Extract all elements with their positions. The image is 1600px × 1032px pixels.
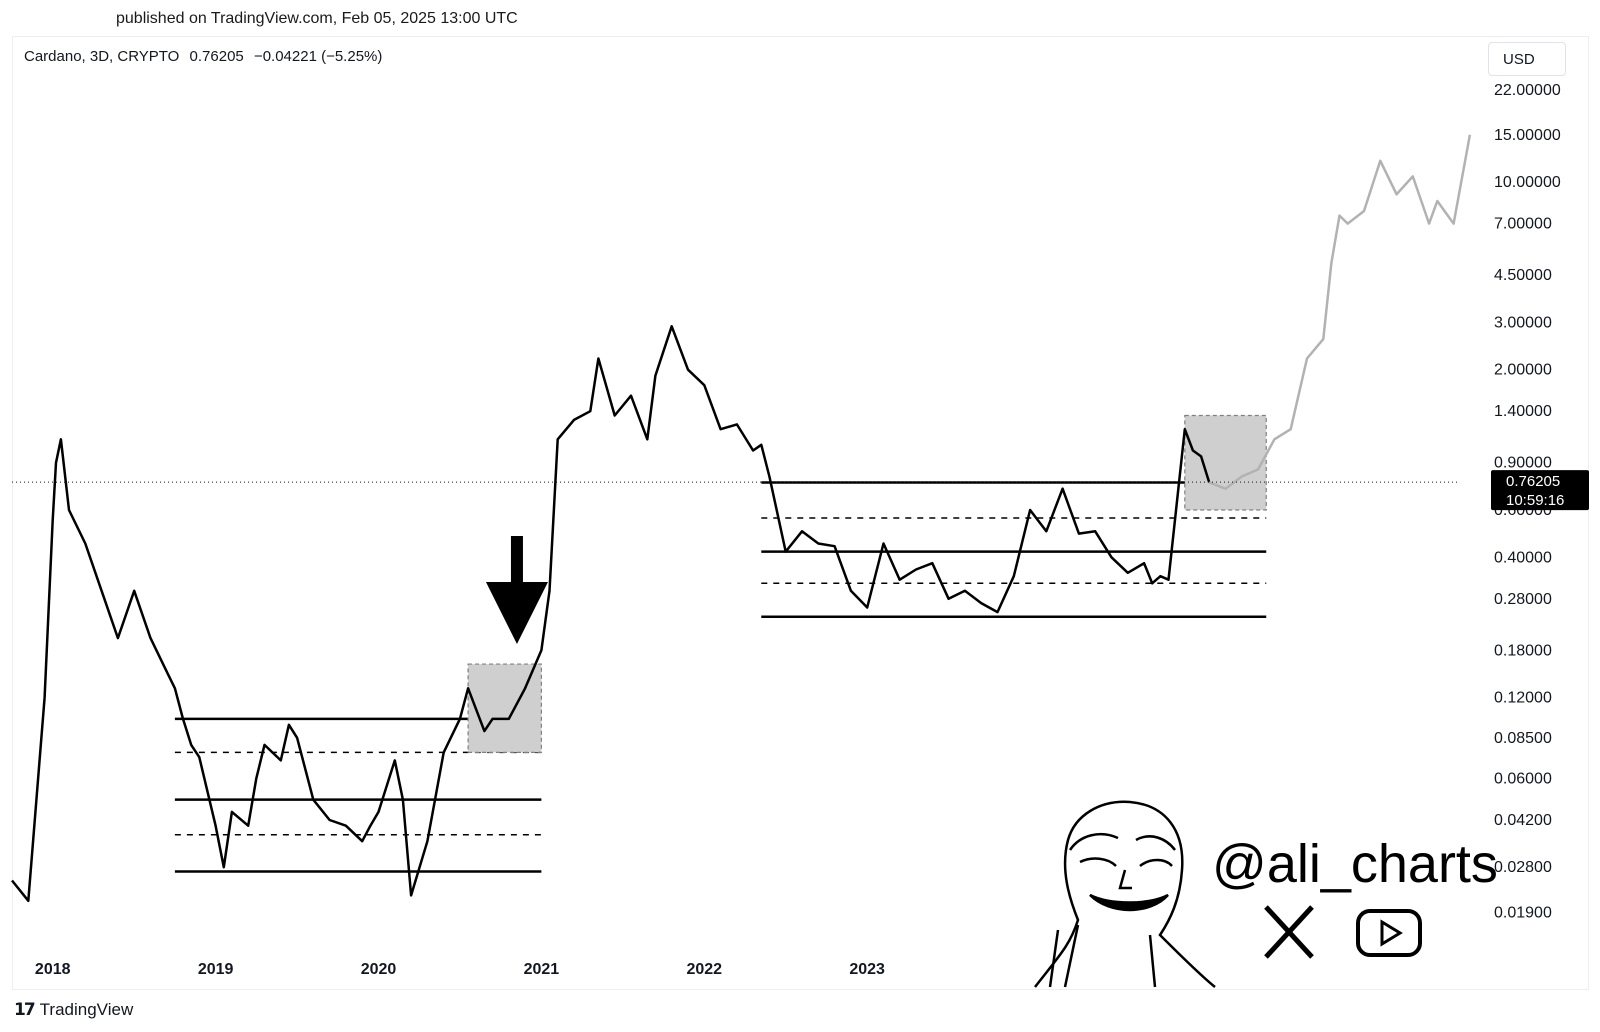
price-series-line (11, 325, 1211, 903)
x-axis[interactable]: 2018 2019 2020 2021 2022 2023 (35, 961, 885, 978)
x-tick-label: 2019 (198, 961, 234, 978)
last-price-value: 0.76205 (1506, 473, 1560, 490)
chart-pane[interactable] (12, 36, 1589, 990)
currency-button[interactable]: USD (1488, 42, 1566, 76)
symbol-name: Cardano, 3D, CRYPTO (24, 48, 180, 65)
y-tick-label: 0.28000 (1494, 591, 1552, 608)
y-tick-label: 0.90000 (1494, 455, 1552, 472)
face-sketch-icon (1034, 800, 1216, 988)
y-tick-label: 22.00000 (1494, 82, 1561, 99)
y-tick-label: 0.01900 (1494, 904, 1552, 921)
tradingview-mark-icon: 17 (14, 1000, 36, 1020)
x-tick-label: 2023 (849, 961, 885, 978)
tradingview-brand: TradingView (39, 1000, 134, 1019)
last-price-tag: 0.76205 10:59:16 (1491, 470, 1589, 511)
x-logo-icon (1264, 905, 1314, 959)
y-tick-label: 0.08500 (1494, 730, 1552, 747)
projection-series-line (1208, 134, 1472, 490)
youtube-play-icon (1356, 909, 1422, 957)
arrow-head (485, 582, 548, 645)
y-tick-label: 0.04200 (1494, 812, 1552, 829)
y-tick-label: 2.00000 (1494, 362, 1552, 379)
highlight-box-1 (1184, 414, 1267, 511)
y-tick-label: 0.18000 (1494, 642, 1552, 659)
symbol-price: 0.76205 (189, 48, 244, 65)
x-tick-label: 2022 (686, 961, 722, 978)
x-tick-label: 2020 (361, 961, 397, 978)
arrow-shaft (510, 536, 523, 585)
symbol-header: Cardano, 3D, CRYPTO 0.76205 −0.04221 (−5… (24, 48, 388, 65)
bar-countdown: 10:59:16 (1506, 492, 1564, 509)
series-lines (11, 134, 1472, 903)
y-tick-label: 3.00000 (1494, 314, 1552, 331)
down-arrow-annotation (485, 536, 548, 645)
y-tick-label: 0.02800 (1494, 859, 1552, 876)
published-note: published on TradingView.com, Feb 05, 20… (116, 10, 518, 27)
y-tick-label: 1.40000 (1494, 403, 1552, 420)
watermark: @ali_charts (1034, 800, 1498, 988)
x-tick-label: 2021 (524, 961, 560, 978)
watermark-handle: @ali_charts (1212, 834, 1498, 894)
x-tick-label: 2018 (35, 961, 71, 978)
y-axis[interactable]: 0.01900 0.02800 0.04200 0.06000 0.08500 0.120… (1494, 82, 1561, 921)
tradingview-logo[interactable]: 17 TradingView (14, 1000, 133, 1020)
y-tick-label: 10.00000 (1494, 174, 1561, 191)
y-tick-label: 7.00000 (1494, 216, 1552, 233)
y-tick-label: 0.06000 (1494, 770, 1552, 787)
y-tick-label: 0.40000 (1494, 549, 1552, 566)
y-tick-label: 15.00000 (1494, 127, 1561, 144)
y-tick-label: 0.12000 (1494, 690, 1552, 707)
symbol-change: −0.04221 (−5.25%) (253, 48, 383, 65)
level-lines (174, 481, 1267, 873)
y-tick-label: 4.50000 (1494, 267, 1552, 284)
